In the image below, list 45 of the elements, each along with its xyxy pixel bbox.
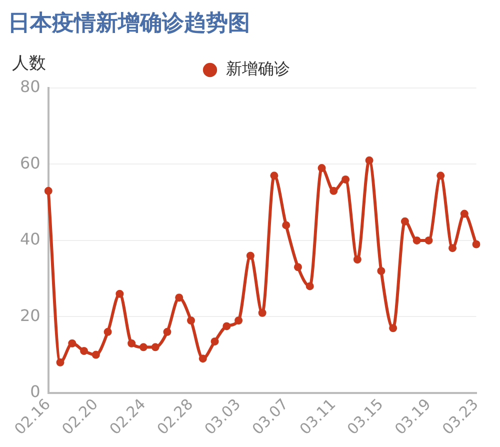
point — [448, 244, 456, 252]
point — [92, 350, 100, 359]
point — [294, 263, 302, 272]
y-axis-title: 人数 — [12, 53, 46, 74]
legend-label: 新增确诊 — [226, 59, 290, 78]
point — [400, 217, 409, 226]
chart-title: 日本疫情新增确诊趋势图 — [8, 10, 251, 38]
point — [234, 316, 243, 324]
point — [318, 164, 326, 172]
y-tick-label: 20 — [20, 306, 40, 325]
point — [56, 358, 64, 366]
point — [151, 343, 160, 352]
point — [116, 290, 124, 298]
point — [330, 186, 338, 195]
point — [246, 252, 254, 260]
point — [365, 156, 374, 164]
point — [128, 339, 136, 348]
point — [68, 339, 76, 348]
point — [80, 346, 88, 355]
point — [282, 221, 290, 230]
y-tick-label: 0 — [30, 382, 40, 402]
point — [424, 236, 433, 244]
point — [258, 308, 266, 317]
point — [389, 324, 398, 332]
point — [139, 343, 148, 352]
point — [436, 172, 445, 180]
y-tick-label: 80 — [20, 77, 40, 96]
y-tick-label: 60 — [20, 153, 40, 172]
point — [186, 316, 195, 324]
y-tick-label: 40 — [20, 230, 40, 249]
point — [198, 354, 207, 363]
point — [342, 175, 350, 184]
point — [222, 322, 231, 330]
point — [270, 172, 278, 180]
point — [175, 294, 184, 302]
point — [472, 240, 480, 248]
point — [104, 328, 112, 336]
point — [163, 328, 172, 336]
point — [210, 337, 219, 346]
point — [353, 256, 362, 264]
point — [377, 266, 386, 275]
point — [460, 210, 468, 218]
point — [412, 236, 421, 244]
point — [306, 282, 314, 290]
point — [44, 186, 52, 195]
